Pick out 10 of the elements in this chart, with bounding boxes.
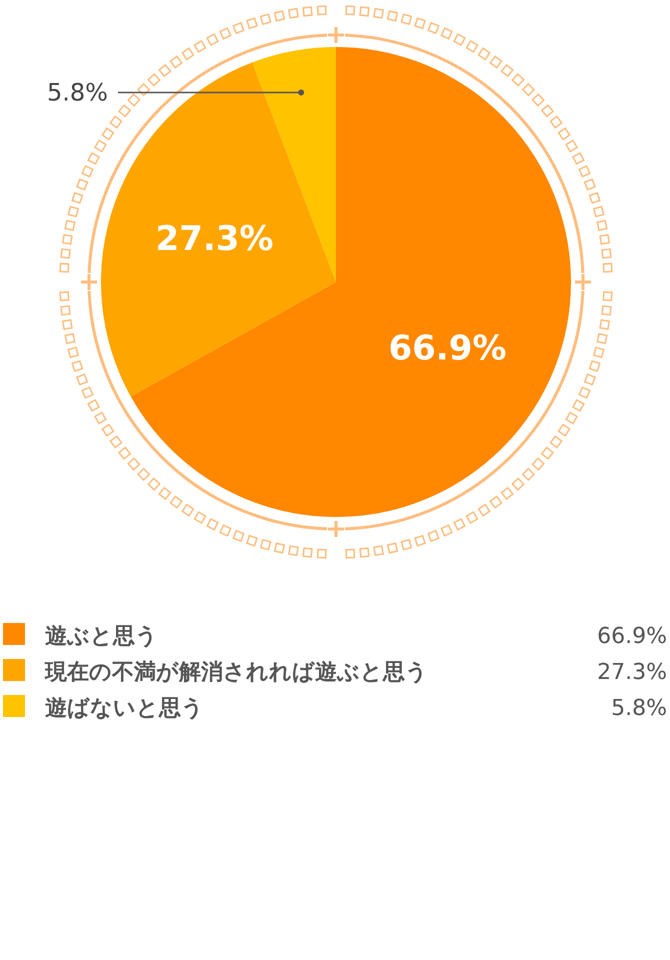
data-label: 5.8% — [47, 78, 108, 106]
legend-label: 現在の不満が解消されれば遊ぶと思う — [44, 660, 428, 685]
pie-slice — [130, 47, 571, 517]
legend-label: 遊ぶと思う — [45, 624, 158, 649]
text: 27.3% — [597, 660, 667, 685]
data-label: 66.9% — [388, 328, 506, 368]
data-label: 27.3% — [156, 218, 274, 259]
text: 5.8% — [611, 696, 667, 721]
legend-label: 遊ばないと思う — [45, 696, 204, 721]
text: 66.9% — [597, 624, 667, 649]
